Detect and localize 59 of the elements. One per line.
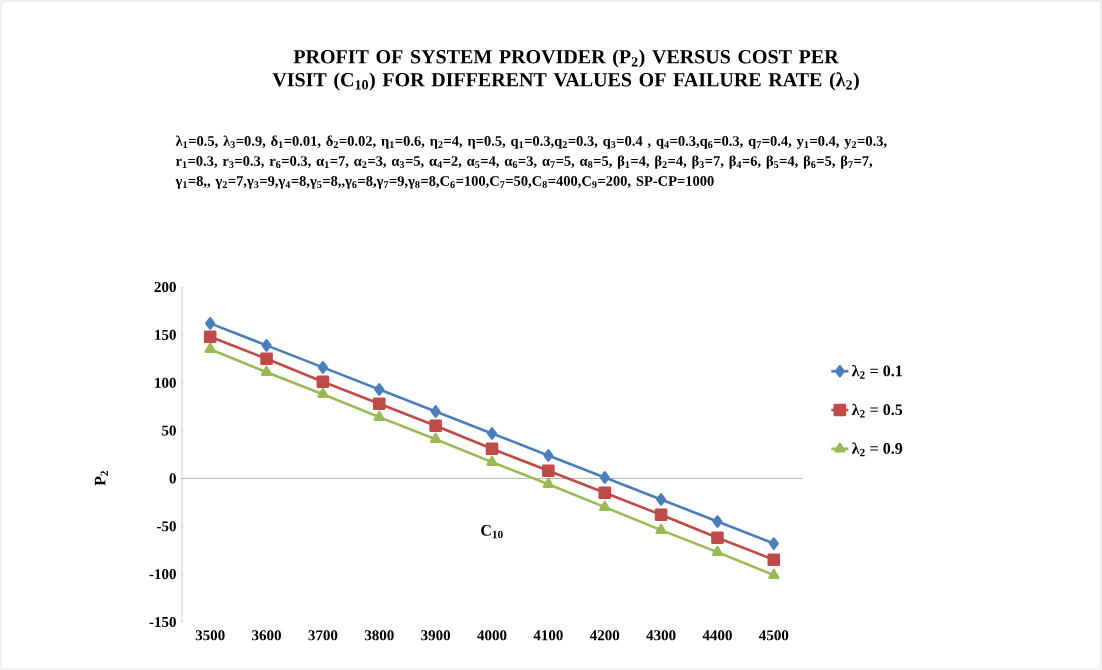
x-tick-label: 4400 bbox=[702, 630, 732, 641]
point bbox=[317, 387, 329, 398]
point bbox=[598, 486, 612, 500]
point bbox=[205, 317, 216, 330]
point bbox=[486, 427, 498, 440]
point bbox=[542, 477, 554, 488]
point bbox=[204, 342, 216, 354]
legend-label: λ$_{2}$ = 0.5 bbox=[851, 403, 903, 418]
point bbox=[429, 419, 442, 433]
point bbox=[430, 405, 441, 418]
point bbox=[260, 365, 273, 376]
y-tick-label: -100 bbox=[149, 569, 176, 580]
point bbox=[711, 531, 724, 545]
y-tick-label: -150 bbox=[149, 616, 176, 628]
x-tick-label: 3700 bbox=[308, 630, 338, 641]
point bbox=[543, 449, 554, 462]
y-tick-label: 150 bbox=[155, 329, 176, 340]
chart-title: PROFIT OF SYSTEM PROVIDER (P$_{2}$) VERSUS COST PER VISIT (C$_{10}$) FOR DIFFERENT VALUES OF FAILURE RATE (λ$_{2}$) bbox=[272, 49, 859, 91]
x-tick-label: 4000 bbox=[477, 630, 507, 641]
point bbox=[656, 493, 667, 506]
legend-label: λ$_{2}$ = 0.9 bbox=[851, 442, 903, 457]
y-tick-label: 200 bbox=[154, 281, 176, 293]
x-tick-label: 4300 bbox=[646, 630, 676, 641]
y-tick-label: 100 bbox=[155, 377, 176, 388]
point bbox=[486, 455, 498, 466]
legend-label: λ$_{2}$ = 0.1 bbox=[851, 364, 902, 379]
x-tick-label: 3600 bbox=[252, 630, 281, 641]
point bbox=[655, 523, 667, 534]
x-tick-label: 3900 bbox=[421, 630, 451, 641]
x-tick-label: 4500 bbox=[759, 630, 789, 641]
y-tick-label: 0 bbox=[169, 473, 176, 484]
point bbox=[430, 432, 442, 443]
point bbox=[542, 464, 555, 478]
point bbox=[599, 471, 610, 484]
point bbox=[317, 361, 328, 374]
point bbox=[768, 568, 780, 579]
point bbox=[654, 508, 668, 522]
y-axis-title: P$_{2}$ bbox=[94, 471, 108, 486]
point bbox=[261, 339, 272, 352]
point bbox=[374, 383, 385, 396]
point bbox=[599, 500, 611, 511]
point bbox=[372, 397, 386, 411]
text: λ$_{1}$=0.5, λ$_{3}$=0.9, δ$_{1}$=0.01, δ$_{2}$=0.02, η$_{1}$=0.6, η$_{2}$=4, η=0.5, q$_{1}$=0.3,q$_{2}$=0.3, q$_{3}$=0.4 , q$_{4}$=0.3,q$_{6}$=0.3, q$_{7}$=0.4, y$_{1}$=0.4, y$_{2}$=0.3, r$_{1}$=0.3, r$_{3}$=0.3, r$_{6}$=0.3, α$_{1}$=7, α$_{2}$=3, α$_{3}$=5, α$_{4}$=2, α$_{5}$=4, α$_{6}$=3, α$_{7}$=5, α$_{8}$=5, β$_{1}$=4, β$_{2}$=4, β$_{3}$=7, β$_{4}$=6, β$_{5}$=4, β$_{6}$=5, β$_{7}$=7, γ$_{1}$=8,, γ$_{2}$=7,γ$_{3}$=9,γ$_{4}$=8,γ$_{5}$=8,,γ$_{6}$=8,γ$_{7}$=9,γ$_{8}$=8,C$_{6}$=100,C$_{7}$=50,C$_{8}$=400,C$_{9}$=200, SP-CP=1000 bbox=[175, 135, 887, 189]
point bbox=[260, 352, 273, 366]
y-tick-label: -50 bbox=[157, 521, 176, 532]
x-tick-label: 4100 bbox=[533, 630, 563, 641]
x-tick-label: 4200 bbox=[589, 630, 620, 641]
y-tick-label: 50 bbox=[162, 425, 176, 436]
point bbox=[767, 553, 781, 567]
x-tick-label: 3800 bbox=[364, 630, 394, 641]
point bbox=[712, 515, 723, 528]
point bbox=[768, 537, 779, 550]
x-tick-label: 3500 bbox=[195, 630, 225, 641]
point bbox=[373, 410, 385, 421]
point bbox=[485, 442, 499, 456]
x-axis-title: C$_{10}$ bbox=[481, 525, 503, 539]
point bbox=[316, 375, 330, 389]
point bbox=[711, 545, 724, 556]
point bbox=[203, 330, 217, 344]
